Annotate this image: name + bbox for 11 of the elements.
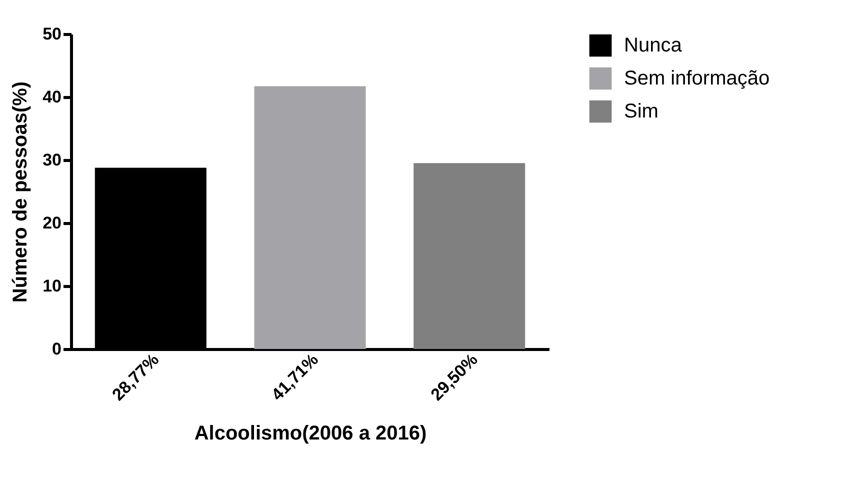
legend-label: Sim	[624, 100, 658, 122]
y-tick-label: 10	[42, 276, 62, 296]
x-axis-title: Alcoolismo(2006 a 2016)	[194, 422, 427, 445]
y-tick-label: 40	[42, 88, 62, 106]
y-axis-title: Número de pessoas(%)	[10, 81, 32, 303]
legend-label: Sem informação	[624, 68, 770, 90]
y-tick-label: 20	[42, 214, 62, 232]
y-tick-label: 50	[42, 24, 62, 44]
y-tick-label: 30	[42, 150, 62, 170]
legend-label: Nunca	[624, 34, 683, 56]
y-tick-label: 0	[52, 340, 62, 358]
